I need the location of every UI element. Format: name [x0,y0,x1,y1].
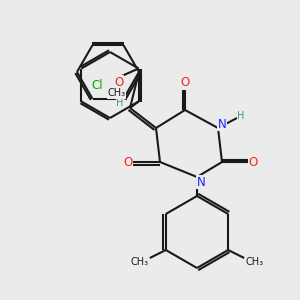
Text: Cl: Cl [92,79,103,92]
Text: CH₃: CH₃ [131,257,149,267]
Text: O: O [114,76,123,89]
Text: O: O [180,76,190,89]
Text: O: O [248,155,258,169]
Text: H: H [116,98,124,108]
Text: CH₃: CH₃ [107,88,126,98]
Text: N: N [196,176,206,188]
Text: CH₃: CH₃ [245,257,263,267]
Text: O: O [123,155,133,169]
Text: N: N [218,118,226,130]
Text: H: H [237,111,245,121]
